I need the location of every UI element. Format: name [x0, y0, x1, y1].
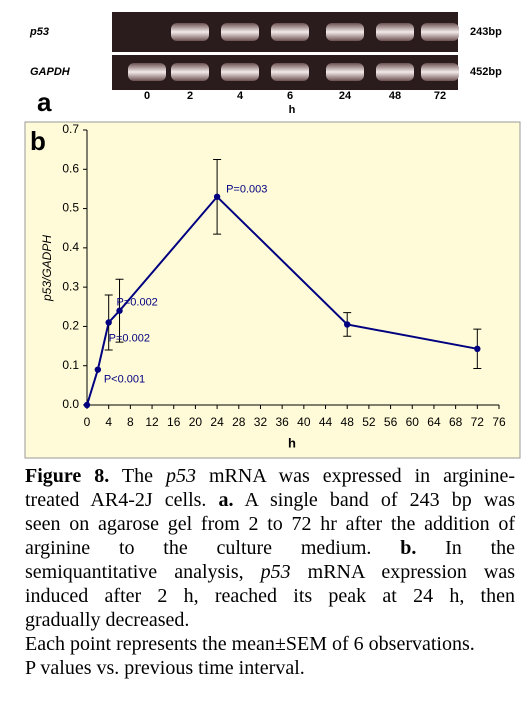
caption-text: gradually decreased. [25, 609, 190, 631]
caption-text: treated AR4-2J cells. [25, 489, 219, 511]
gel-band [221, 63, 259, 81]
y-tick-label: 0.0 [62, 397, 79, 411]
lane-label: 6 [287, 90, 293, 102]
caption-text: p53 [260, 561, 291, 583]
x-tick-label: 4 [105, 415, 112, 429]
x-tick-label: 72 [471, 415, 485, 429]
lane-label: 2 [187, 90, 193, 102]
gel-band [326, 63, 364, 81]
data-point [83, 401, 91, 409]
panel-label: b [30, 126, 46, 156]
chart-frame [24, 121, 521, 459]
x-tick-label: 32 [254, 415, 268, 429]
caption-text: semiquantitative analysis, [25, 561, 261, 583]
y-tick-label: 0.4 [62, 240, 79, 254]
data-point [105, 319, 112, 326]
gel-band [271, 63, 309, 81]
caption: Figure 8. The p53 mRNA was expressed in … [25, 464, 515, 680]
data-point [116, 307, 123, 314]
band-size: 243bp [470, 26, 502, 38]
lane-label: 0 [144, 90, 150, 102]
lane-label: 24 [339, 90, 352, 102]
caption-line: Figure 8. The p53 mRNA was expressed in … [25, 464, 515, 488]
caption-line: semiquantitative analysis, p53 mRNA expr… [25, 560, 515, 584]
gel-band [128, 63, 166, 81]
x-tick-label: 76 [492, 415, 506, 429]
y-tick-label: 0.7 [62, 122, 79, 136]
y-tick-label: 0.3 [62, 279, 79, 293]
caption-line: treated AR4-2J cells. a. A single band o… [25, 488, 515, 512]
caption-line: induced after 2 h, reached its peak at 2… [25, 584, 515, 608]
gel-band [221, 23, 259, 41]
x-tick-label: 16 [167, 415, 181, 429]
gel-band [421, 23, 459, 41]
caption-text: a. [218, 489, 234, 511]
x-tick-label: 52 [362, 415, 376, 429]
y-axis-label: p53/GADPH [40, 235, 54, 302]
caption-line: seen on agarose gel from 2 to 72 hr afte… [25, 512, 515, 536]
x-tick-label: 40 [297, 415, 311, 429]
x-tick-label: 36 [275, 415, 289, 429]
caption-text: seen on agarose gel from 2 to 72 hr afte… [25, 513, 515, 535]
gel-band [376, 23, 414, 41]
caption-text: b. [400, 537, 417, 559]
caption-line: arginine to the culture medium. b. In th… [25, 536, 515, 560]
gel-band [171, 23, 209, 41]
caption-note: P values vs. previous time interval. [25, 657, 305, 679]
caption-note: Each point represents the mean±SEM of 6 … [25, 633, 475, 655]
x-tick-label: 56 [384, 415, 398, 429]
y-tick-label: 0.1 [62, 358, 79, 372]
annotation: P=0.002 [117, 297, 158, 309]
x-tick-label: 44 [319, 415, 333, 429]
caption-text: A single band of 243 bp was [233, 489, 515, 511]
x-tick-label: 60 [406, 415, 420, 429]
annotation: P=0.002 [109, 332, 150, 344]
x-tick-label: 28 [232, 415, 246, 429]
data-point [94, 366, 102, 373]
caption-text: induced after 2 h, reached its peak at 2… [25, 585, 515, 607]
y-tick-label: 0.6 [62, 161, 79, 175]
caption-line: gradually decreased. [25, 608, 515, 632]
gel-band [326, 23, 364, 41]
gel-band [271, 23, 309, 41]
caption-text: mRNA expression was [290, 561, 515, 583]
x-tick-label: 0 [84, 415, 91, 429]
band-size: 452bp [470, 66, 502, 78]
row-label: p53 [29, 26, 49, 38]
caption-text: p53 [166, 465, 196, 487]
caption-text: In the [416, 537, 516, 559]
x-tick-label: 64 [427, 415, 441, 429]
caption-text: The [109, 465, 166, 487]
x-tick-label: 24 [210, 415, 224, 429]
gel-band [421, 63, 459, 81]
lane-label: 72 [434, 90, 446, 102]
x-tick-label: 8 [127, 415, 134, 429]
annotation: P=0.003 [226, 184, 267, 196]
data-point [474, 345, 481, 353]
x-tick-label: 20 [189, 415, 203, 429]
gel-band [171, 63, 209, 81]
annotation: P<0.001 [104, 374, 145, 386]
data-point [213, 193, 221, 200]
row-label: GAPDH [30, 66, 71, 78]
panel-label: a [37, 87, 52, 117]
data-point [344, 321, 351, 328]
caption-text: mRNA was expressed in arginine- [196, 465, 515, 487]
caption-text: Figure 8. [25, 465, 110, 487]
x-axis-label: h [288, 435, 296, 450]
gel-band [376, 63, 414, 81]
caption-text: arginine to the culture medium. [25, 537, 401, 559]
x-tick-label: 48 [341, 415, 355, 429]
lane-label: 48 [389, 90, 401, 102]
y-tick-label: 0.5 [62, 201, 79, 215]
lane-label: 4 [237, 90, 244, 102]
lane-unit: h [289, 104, 296, 116]
y-tick-label: 0.2 [62, 319, 79, 333]
x-tick-label: 12 [145, 415, 159, 429]
x-tick-label: 68 [449, 415, 463, 429]
